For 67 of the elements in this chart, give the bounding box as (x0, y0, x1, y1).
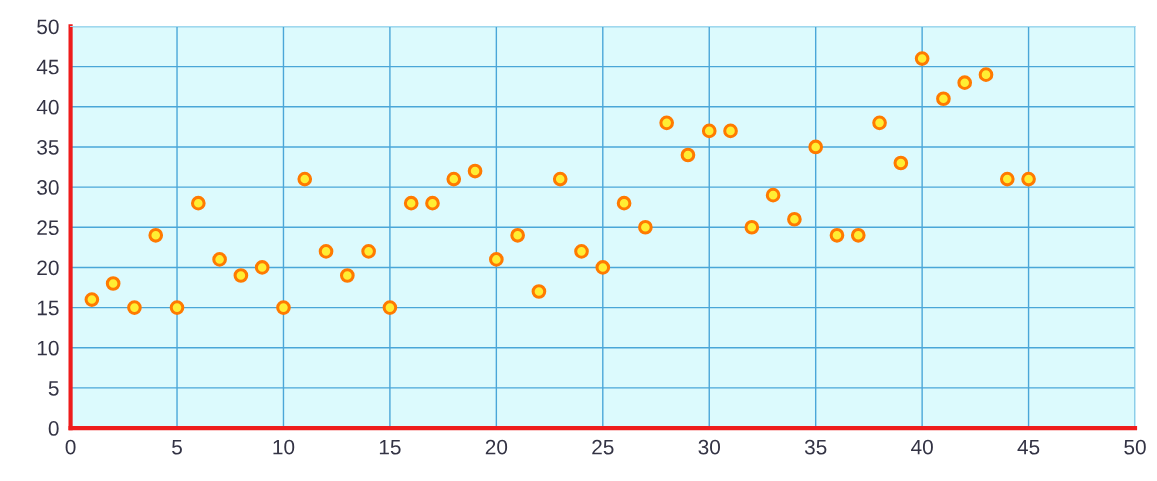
x-tick-label: 30 (698, 439, 721, 455)
y-tick-label: 45 (36, 59, 59, 75)
point (680, 147, 696, 163)
point (744, 219, 760, 235)
x-tick-label: 20 (485, 439, 508, 455)
point (339, 268, 355, 283)
point (233, 268, 249, 283)
point (595, 260, 611, 275)
point (105, 276, 121, 291)
point (787, 211, 802, 227)
point (446, 171, 462, 187)
point (765, 187, 781, 203)
y-tick-label: 50 (37, 19, 59, 35)
point (936, 91, 951, 107)
y-tick-label: 5 (48, 381, 59, 396)
x-tick-label: 50 (1124, 439, 1146, 455)
point (382, 300, 398, 315)
y-tick-label: 15 (37, 300, 59, 316)
point (808, 139, 824, 155)
point (148, 227, 164, 243)
point (978, 67, 994, 82)
x-tick-label: 35 (804, 439, 827, 455)
point (723, 123, 738, 139)
point (127, 300, 142, 315)
point (318, 244, 334, 259)
point (701, 123, 717, 139)
point (169, 300, 185, 315)
x-tick-label: 15 (379, 439, 401, 455)
point (914, 51, 930, 66)
point (361, 244, 376, 259)
point (254, 260, 270, 275)
point (850, 227, 866, 243)
point (957, 75, 973, 91)
point (276, 300, 291, 315)
y-tick-label: 40 (36, 99, 59, 115)
point (297, 171, 313, 187)
point (893, 155, 909, 171)
point (510, 227, 525, 243)
y-tick-label: 0 (48, 421, 59, 436)
point (574, 244, 589, 259)
y-tick-label: 35 (37, 139, 59, 155)
point (552, 171, 568, 187)
point (403, 195, 419, 211)
y-tick-label: 25 (37, 220, 59, 236)
point (638, 219, 653, 235)
x-tick-label: 0 (65, 439, 76, 455)
point (1021, 171, 1036, 187)
x-tick-label: 25 (592, 439, 614, 455)
y-tick-label: 20 (37, 260, 59, 276)
point (190, 195, 206, 211)
x-tick-label: 45 (1017, 439, 1040, 455)
y-tick-label: 10 (37, 340, 59, 356)
point (84, 292, 100, 307)
y-tick-label: 30 (37, 180, 59, 195)
point (531, 284, 547, 299)
point (659, 115, 674, 131)
x-tick-label: 5 (172, 439, 182, 455)
point (829, 227, 845, 243)
x-tick-label: 10 (273, 439, 295, 455)
point (999, 171, 1015, 187)
point (467, 163, 483, 179)
point (616, 195, 632, 211)
point (489, 252, 504, 267)
point (425, 195, 440, 211)
point (212, 252, 227, 267)
x-tick-label: 40 (911, 439, 933, 455)
point (872, 115, 887, 131)
